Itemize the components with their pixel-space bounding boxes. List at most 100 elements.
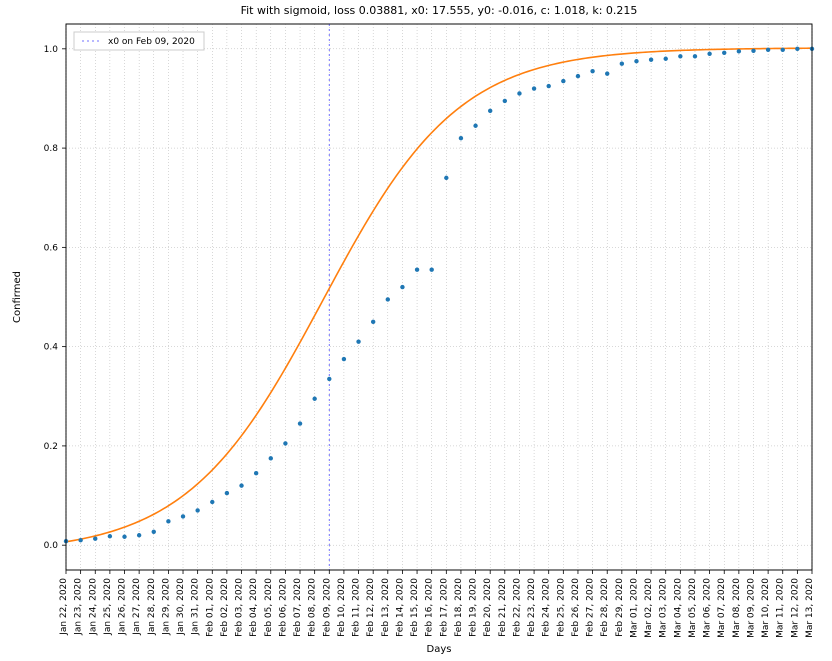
- xtick-label: Mar 04, 2020: [673, 578, 683, 638]
- xtick-label: Mar 03, 2020: [659, 578, 669, 638]
- data-point: [503, 99, 507, 103]
- data-point: [547, 84, 551, 88]
- data-point: [371, 320, 375, 324]
- data-point: [166, 519, 170, 523]
- xtick-label: Feb 27, 2020: [586, 578, 596, 637]
- data-point: [605, 71, 609, 75]
- xtick-label: Feb 14, 2020: [395, 578, 405, 637]
- data-point: [561, 79, 565, 83]
- data-point: [78, 538, 82, 542]
- xtick-label: Mar 02, 2020: [644, 578, 654, 638]
- xtick-label: Feb 02, 2020: [220, 578, 230, 637]
- xtick-label: Jan 31, 2020: [191, 578, 201, 636]
- data-point: [795, 47, 799, 51]
- xtick-label: Feb 05, 2020: [264, 578, 274, 637]
- xtick-label: Jan 30, 2020: [176, 578, 186, 636]
- data-point: [327, 377, 331, 381]
- data-point: [473, 124, 477, 128]
- data-point: [386, 297, 390, 301]
- xtick-label: Jan 23, 2020: [74, 578, 84, 636]
- data-point: [649, 58, 653, 62]
- data-point: [576, 74, 580, 78]
- ytick-label: 0.0: [44, 541, 59, 551]
- xtick-label: Mar 12, 2020: [790, 578, 800, 638]
- xtick-label: Jan 22, 2020: [59, 578, 69, 636]
- xtick-label: Jan 27, 2020: [132, 578, 142, 636]
- xtick-label: Mar 13, 2020: [805, 578, 815, 638]
- data-point: [269, 456, 273, 460]
- data-point: [195, 508, 199, 512]
- data-point: [93, 537, 97, 541]
- xtick-label: Feb 08, 2020: [308, 578, 318, 637]
- data-point: [459, 136, 463, 140]
- data-point: [239, 483, 243, 487]
- chart-container: 0.00.20.40.60.81.0Jan 22, 2020Jan 23, 20…: [0, 0, 832, 661]
- data-point: [620, 62, 624, 66]
- data-point: [693, 54, 697, 58]
- data-point: [766, 48, 770, 52]
- legend-label: x0 on Feb 09, 2020: [108, 37, 195, 47]
- data-point: [356, 339, 360, 343]
- data-point: [415, 268, 419, 272]
- ytick-label: 1.0: [44, 45, 59, 55]
- xtick-label: Feb 01, 2020: [205, 578, 215, 637]
- xtick-label: Mar 01, 2020: [629, 578, 639, 638]
- data-point: [400, 285, 404, 289]
- data-point: [590, 69, 594, 73]
- data-point: [152, 530, 156, 534]
- xtick-label: Feb 03, 2020: [235, 578, 245, 637]
- xtick-label: Feb 18, 2020: [454, 578, 464, 637]
- data-point: [444, 176, 448, 180]
- data-point: [722, 51, 726, 55]
- data-point: [781, 48, 785, 52]
- xtick-label: Feb 16, 2020: [425, 578, 435, 637]
- data-point: [225, 491, 229, 495]
- xtick-label: Feb 19, 2020: [469, 578, 479, 637]
- xtick-label: Feb 25, 2020: [556, 578, 566, 637]
- data-point: [122, 535, 126, 539]
- xtick-label: Feb 12, 2020: [366, 578, 376, 637]
- data-point: [664, 57, 668, 61]
- xtick-label: Feb 23, 2020: [527, 578, 537, 637]
- xtick-label: Feb 22, 2020: [512, 578, 522, 637]
- data-point: [254, 471, 258, 475]
- xtick-label: Mar 09, 2020: [746, 578, 756, 638]
- xtick-label: Jan 25, 2020: [103, 578, 113, 636]
- xtick-label: Mar 08, 2020: [732, 578, 742, 638]
- data-point: [751, 49, 755, 53]
- data-point: [210, 500, 214, 504]
- ytick-label: 0.2: [44, 442, 58, 452]
- data-point: [517, 91, 521, 95]
- xtick-label: Jan 29, 2020: [161, 578, 171, 636]
- xtick-label: Feb 28, 2020: [600, 578, 610, 637]
- data-point: [634, 59, 638, 63]
- xtick-label: Feb 21, 2020: [498, 578, 508, 637]
- data-point: [429, 268, 433, 272]
- xtick-label: Mar 07, 2020: [717, 578, 727, 638]
- plot-area: [66, 24, 812, 570]
- x-axis-label: Days: [427, 644, 452, 655]
- xtick-label: Feb 13, 2020: [381, 578, 391, 637]
- xtick-label: Feb 17, 2020: [439, 578, 449, 637]
- chart-svg: 0.00.20.40.60.81.0Jan 22, 2020Jan 23, 20…: [0, 0, 832, 661]
- data-point: [312, 397, 316, 401]
- data-point: [532, 86, 536, 90]
- data-point: [298, 421, 302, 425]
- data-point: [707, 52, 711, 56]
- data-point: [283, 441, 287, 445]
- xtick-label: Feb 26, 2020: [571, 578, 581, 637]
- xtick-label: Jan 28, 2020: [147, 578, 157, 636]
- data-point: [181, 514, 185, 518]
- xtick-label: Mar 10, 2020: [761, 578, 771, 638]
- xtick-label: Feb 10, 2020: [337, 578, 347, 637]
- ytick-label: 0.4: [44, 343, 59, 353]
- data-point: [342, 357, 346, 361]
- data-point: [488, 109, 492, 113]
- xtick-label: Mar 11, 2020: [776, 578, 786, 638]
- chart-title: Fit with sigmoid, loss 0.03881, x0: 17.5…: [241, 4, 638, 17]
- xtick-label: Feb 09, 2020: [322, 578, 332, 637]
- xtick-label: Jan 26, 2020: [118, 578, 128, 636]
- xtick-label: Feb 24, 2020: [542, 578, 552, 637]
- xtick-label: Feb 15, 2020: [410, 578, 420, 637]
- xtick-label: Mar 06, 2020: [703, 578, 713, 638]
